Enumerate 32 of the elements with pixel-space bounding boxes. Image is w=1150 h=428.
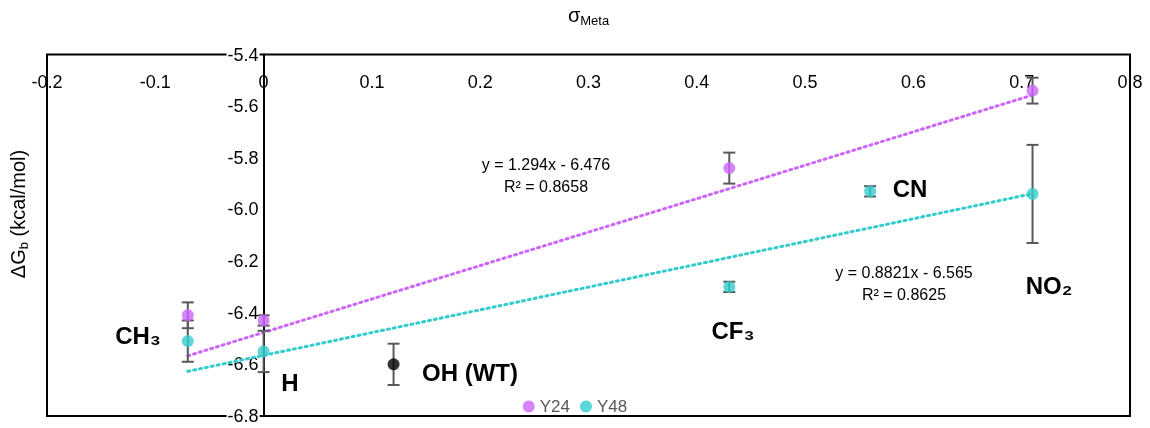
- point: [387, 358, 400, 371]
- legend-label: Y24: [539, 397, 570, 416]
- x-tick-label: 0.2: [467, 71, 493, 92]
- point: [181, 335, 194, 348]
- annotation: y = 0.8821x - 6.565 R² = 0.8625: [835, 263, 973, 303]
- x-tick-label: 0.3: [575, 71, 602, 92]
- point: [181, 309, 194, 322]
- annotation: CH₃: [115, 321, 161, 349]
- y-tick-label: -5.4: [227, 44, 259, 65]
- point: [257, 314, 270, 327]
- x-tick-label: 0.4: [684, 71, 710, 92]
- point: [1026, 187, 1039, 200]
- y-tick-label: -6.2: [227, 251, 259, 272]
- y-axis-title: ΔGb (kcal/mol): [7, 149, 31, 279]
- y-tick-label: -5.8: [227, 147, 259, 168]
- x-tick-label: 0.6: [900, 71, 926, 92]
- legend-label: Y48: [597, 397, 628, 416]
- y-tick-label: -5.6: [227, 96, 259, 117]
- y-tick-label: -6.8: [227, 406, 259, 426]
- annotation: CN: [892, 174, 928, 202]
- point: [257, 345, 270, 358]
- x-tick-label: -0.1: [139, 71, 171, 92]
- y-tick-label: -6.4: [227, 302, 259, 323]
- annotation: H: [281, 368, 299, 396]
- annotation: CF₃: [711, 316, 755, 344]
- x-tick-label: 0.5: [792, 71, 818, 92]
- point: [723, 162, 736, 175]
- annotation: NO₂: [1025, 271, 1073, 299]
- y-tick-label: -6.0: [227, 199, 259, 220]
- annotation: y = 1.294x - 6.476 R² = 0.8658: [481, 155, 611, 195]
- x-tick-label: 0.1: [359, 71, 385, 92]
- annotation: OH (WT): [422, 358, 518, 386]
